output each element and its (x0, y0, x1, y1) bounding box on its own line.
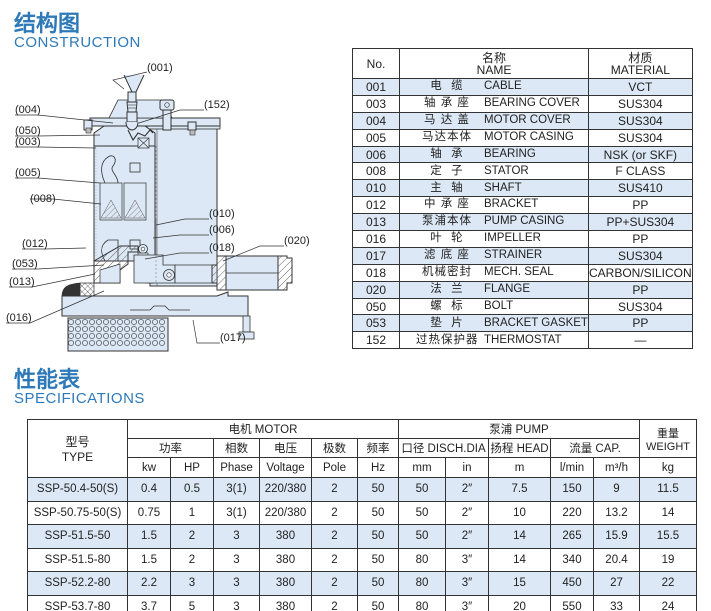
svg-text:(001): (001) (147, 62, 173, 74)
svg-text:(152): (152) (204, 99, 230, 111)
svg-text:(013): (013) (9, 276, 35, 288)
svg-text:(017): (017) (220, 332, 246, 344)
svg-text:(016): (016) (6, 312, 32, 324)
svg-text:(018): (018) (209, 242, 235, 254)
svg-text:(006): (006) (209, 224, 235, 236)
svg-text:(012): (012) (22, 238, 48, 250)
svg-text:(010): (010) (209, 208, 235, 220)
svg-text:(053): (053) (12, 258, 38, 270)
svg-text:(003): (003) (15, 136, 41, 148)
svg-text:(008): (008) (30, 193, 56, 205)
svg-text:(020): (020) (284, 235, 310, 247)
svg-text:(005): (005) (15, 167, 41, 179)
svg-text:(004): (004) (15, 104, 41, 116)
